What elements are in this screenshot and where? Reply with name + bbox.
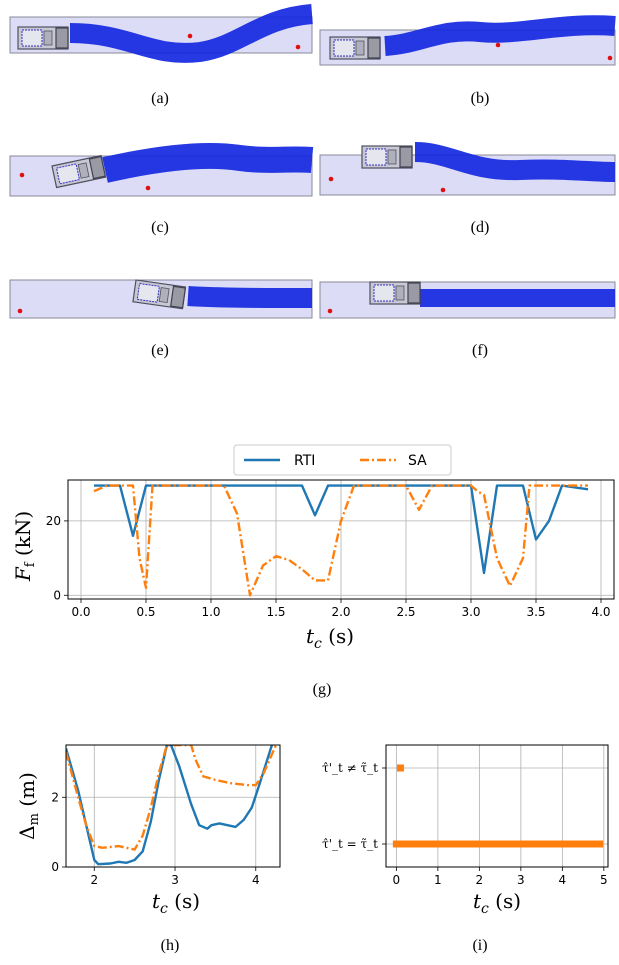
y-tick-label: 2 xyxy=(51,790,59,804)
x-tick-label: 3.5 xyxy=(526,605,545,619)
panel-d xyxy=(319,142,616,196)
panel-h-chart: 2 3 4 0 2 Δm (m) tc (s) xyxy=(15,744,281,917)
panel-f xyxy=(319,281,616,319)
x-tick-label: 4.0 xyxy=(591,605,610,619)
legend-label-sa: SA xyxy=(408,453,427,469)
y-axis-label: Ff (kN) xyxy=(11,511,38,582)
data-marker xyxy=(558,840,566,848)
panel-i-chart: 0 1 2 3 4 5 τ̂'_t = τ̃_t τ̂'_t ≠ τ̃_ttc (s) xyxy=(322,744,609,917)
truck-icon xyxy=(17,26,69,50)
y-category-label: τ̂'_t ≠ τ̃_t xyxy=(322,761,378,775)
y-tick-label: 20 xyxy=(46,514,61,528)
plot-frame xyxy=(67,479,615,600)
x-tick-label: 4 xyxy=(559,873,567,887)
obstacle-marker xyxy=(607,55,613,61)
obstacle-marker xyxy=(440,187,446,193)
data-marker xyxy=(455,840,463,848)
truck-icon xyxy=(329,36,381,60)
trajectory-band xyxy=(102,142,314,183)
data-marker xyxy=(397,764,405,772)
caption-i: (i) xyxy=(472,937,487,954)
x-axis-label: tc (s) xyxy=(152,889,200,917)
series-line-rti xyxy=(66,745,274,866)
caption-b: (b) xyxy=(471,90,490,107)
y-category-label: τ̂'_t = τ̃_t xyxy=(322,837,378,851)
data-marker xyxy=(475,840,483,848)
x-axis-label: tc (s) xyxy=(473,889,521,917)
series-line-sa xyxy=(93,484,588,597)
data-marker xyxy=(401,840,409,848)
x-tick-label: 3 xyxy=(171,873,179,887)
panel-a xyxy=(9,4,314,63)
data-marker xyxy=(392,840,400,848)
obstacle-marker xyxy=(145,185,151,191)
panel-c xyxy=(9,142,314,197)
x-tick-label: 2 xyxy=(476,873,484,887)
obstacle-marker xyxy=(495,42,501,48)
data-marker xyxy=(413,840,421,848)
trajectory-band xyxy=(187,286,313,308)
panel-g-chart: 0.0 0.5 1.0 1.5 2.0 2.5 3.0 3.5 4.0 0 20 RTI SA Ff (k… xyxy=(11,444,615,652)
caption-c: (c) xyxy=(151,219,169,236)
x-tick-label: 0 xyxy=(393,873,401,887)
y-tick-label: 0 xyxy=(53,588,61,602)
x-tick-label: 4 xyxy=(252,873,260,887)
x-tick-label: 1.5 xyxy=(266,605,285,619)
data-marker xyxy=(405,840,413,848)
x-tick-label: 1.0 xyxy=(201,605,220,619)
truck-icon xyxy=(369,281,421,305)
x-tick-label: 3 xyxy=(517,873,525,887)
obstacle-marker xyxy=(17,308,23,314)
plot-frame xyxy=(385,744,609,868)
caption-e: (e) xyxy=(151,342,169,359)
x-tick-label: 0.5 xyxy=(136,605,155,619)
caption-f: (f) xyxy=(472,342,488,359)
x-tick-label: 0.0 xyxy=(71,605,90,619)
x-axis-label: tc (s) xyxy=(306,624,354,652)
caption-h: (h) xyxy=(161,937,180,954)
obstacle-marker xyxy=(295,44,301,50)
obstacle-marker xyxy=(19,172,25,178)
data-marker xyxy=(579,840,587,848)
series-line-rti xyxy=(94,484,589,575)
x-tick-label: 3.0 xyxy=(461,605,480,619)
panel-e xyxy=(9,279,313,319)
caption-a: (a) xyxy=(151,90,169,107)
x-tick-label: 1 xyxy=(434,873,442,887)
data-marker xyxy=(538,840,546,848)
data-marker xyxy=(496,840,504,848)
series-line-sa xyxy=(66,745,278,851)
data-marker xyxy=(596,840,604,848)
obstacle-marker xyxy=(187,33,193,39)
legend-label-rti: RTI xyxy=(294,453,315,469)
trajectory-band xyxy=(414,142,616,182)
y-tick-label: 0 xyxy=(51,860,59,874)
x-tick-label: 2.5 xyxy=(396,605,415,619)
trajectory-band xyxy=(384,15,616,56)
obstacle-marker xyxy=(328,176,334,182)
caption-g: (g) xyxy=(313,681,332,698)
caption-d: (d) xyxy=(471,219,490,236)
data-marker xyxy=(517,840,525,848)
trajectory-band xyxy=(69,4,314,63)
x-tick-label: 2 xyxy=(90,873,98,887)
x-tick-label: 2.0 xyxy=(331,605,350,619)
plot-frame xyxy=(65,744,281,868)
y-axis-label: Δm (m) xyxy=(15,772,42,840)
obstacle-marker xyxy=(327,308,333,314)
truck-icon xyxy=(361,145,413,169)
x-tick-label: 5 xyxy=(600,873,608,887)
legend-frame xyxy=(233,444,452,476)
data-marker xyxy=(434,840,442,848)
legend: RTI SA xyxy=(233,444,452,476)
panel-b xyxy=(319,15,616,66)
